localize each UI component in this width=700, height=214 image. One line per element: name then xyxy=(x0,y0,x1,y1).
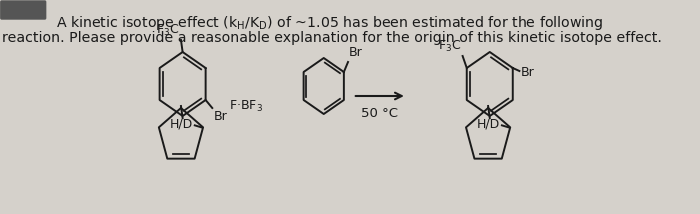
FancyBboxPatch shape xyxy=(1,1,46,19)
Text: F$_3$C: F$_3$C xyxy=(156,23,179,38)
Text: 50 °C: 50 °C xyxy=(361,107,398,120)
Text: H/D: H/D xyxy=(477,118,500,131)
Text: reaction. Please provide a reasonable explanation for the origin of this kinetic: reaction. Please provide a reasonable ex… xyxy=(1,31,661,45)
Text: A kinetic isotope effect (k$_{\rm H}$/K$_{\rm D}$) of ~1.05 has been estimated f: A kinetic isotope effect (k$_{\rm H}$/K$… xyxy=(55,14,603,32)
Text: F·BF$_3$: F·BF$_3$ xyxy=(229,98,262,114)
Text: F$_3$C: F$_3$C xyxy=(438,39,461,54)
Text: Br: Br xyxy=(214,110,228,123)
Text: H/D: H/D xyxy=(170,118,193,131)
Text: Br: Br xyxy=(521,65,535,79)
Text: Br: Br xyxy=(349,46,363,59)
